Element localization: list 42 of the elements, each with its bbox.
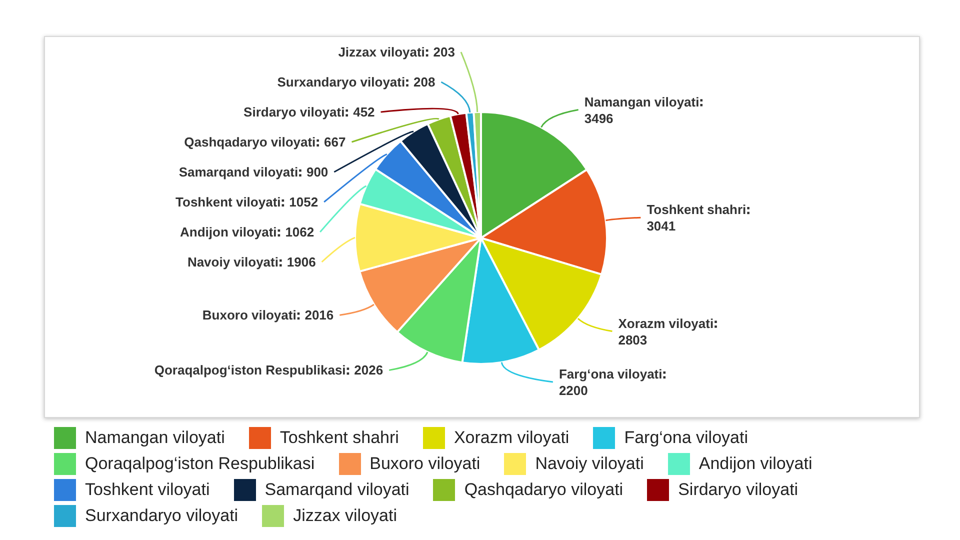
slice-label: Samarqand viloyati: [178, 164, 298, 180]
legend-label: Qoraqalpog‘iston Respublikasi: [85, 454, 315, 474]
data-label: 2803: [618, 332, 648, 348]
slice-label: Toshkent shahri: [646, 202, 746, 218]
data-label: 900: [306, 164, 328, 180]
data-label: 2026: [354, 362, 384, 378]
slice-label: Qashqadaryo viloyati: [184, 134, 316, 150]
data-label: 203: [433, 44, 456, 60]
legend-label: Samarqand viloyati: [264, 480, 410, 500]
legend-label: Namangan viloyati: [85, 428, 225, 448]
legend-label: Xorazm viloyati: [454, 428, 570, 448]
legend-label: Qashqadaryo viloyati: [464, 480, 624, 500]
data-label: 667: [324, 134, 346, 150]
legend-label: Toshkent viloyati: [85, 480, 210, 500]
data-label: 452: [353, 104, 375, 120]
slice-label: Farg‘ona viloyati: [558, 366, 662, 382]
slice-label: Toshkent viloyati: [176, 194, 281, 210]
legend-label: Buxoro viloyati: [370, 454, 480, 474]
data-label: 1906: [286, 254, 316, 270]
slice-label: Namangan viloyati: [584, 94, 700, 110]
legend-label: Farg‘ona viloyati: [624, 428, 748, 448]
data-label: 3041: [646, 218, 676, 234]
legend-label: Andijon viloyati: [698, 454, 812, 474]
slice-label: Qoraqalpog‘iston Respublikasi: [154, 362, 346, 378]
data-label: 208: [414, 74, 436, 90]
slice-label: Buxoro viloyati: [202, 308, 296, 323]
legend-label: Navoiy viloyati: [535, 454, 644, 474]
slice-label: Andijon viloyati: [180, 224, 277, 240]
legend-label: Jizzax viloyati: [293, 506, 397, 526]
data-label: 1062: [285, 224, 314, 240]
data-label: 3496: [584, 110, 614, 126]
data-label: 2200: [558, 383, 588, 398]
slice-label: Navoiy viloyati: [187, 254, 278, 270]
data-label: 2016: [304, 308, 334, 323]
slice-label: Jizzax viloyati: [338, 44, 425, 60]
legend-label: Sirdaryo viloyati: [678, 480, 798, 500]
slice-label: Sirdaryo viloyati: [244, 104, 345, 120]
legend-label: Toshkent shahri: [280, 428, 399, 448]
data-label: 1052: [289, 194, 318, 210]
slice-label: Xorazm viloyati: [618, 316, 714, 331]
legend-label: Surxandaryo viloyati: [85, 506, 238, 526]
slice-label: Surxandaryo viloyati: [277, 74, 406, 90]
